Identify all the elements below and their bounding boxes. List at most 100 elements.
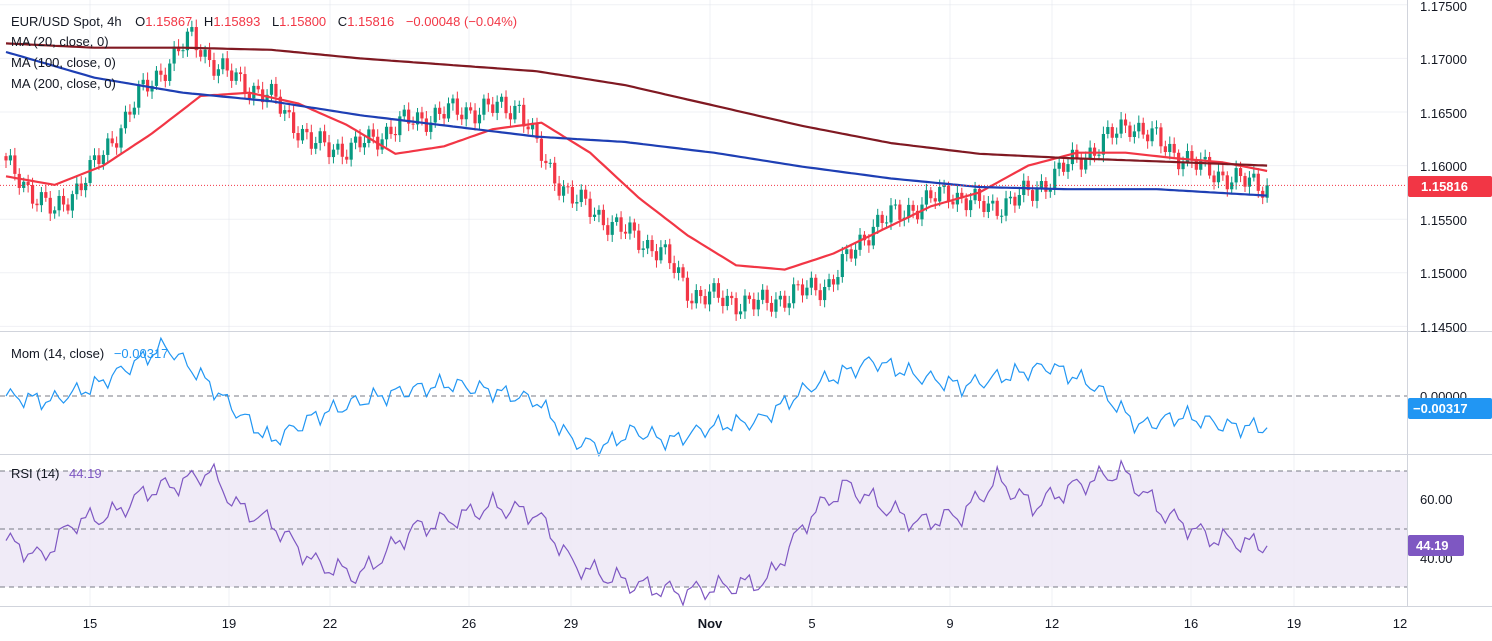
candle-body <box>30 185 35 204</box>
candle-body <box>991 200 995 204</box>
candle-body <box>323 131 327 143</box>
candle-body <box>17 173 21 188</box>
candle-body <box>858 234 862 250</box>
candle-body <box>13 155 17 174</box>
candle-body <box>407 109 411 124</box>
candle-body <box>1097 154 1101 156</box>
candle-body <box>115 143 119 148</box>
candle-body <box>1190 151 1194 161</box>
high-label: H <box>204 14 213 29</box>
candle-body <box>1039 181 1044 189</box>
candle-body <box>964 198 968 211</box>
candle-body <box>97 155 101 165</box>
low-value: 1.15800 <box>279 14 326 29</box>
candle-body <box>238 72 243 75</box>
candle-body <box>911 204 915 211</box>
candle-body <box>234 72 238 81</box>
candle-body <box>1212 175 1216 183</box>
candle-body <box>907 204 911 218</box>
candle-body <box>274 83 278 97</box>
candle-body <box>632 222 636 231</box>
candle-body <box>1194 160 1198 170</box>
candle-body <box>464 107 468 120</box>
ohlc-header: EUR/USD Spot, 4h O1.15867 H1.15893 L1.15… <box>11 14 517 29</box>
candle-body <box>256 85 260 90</box>
candle-body <box>1123 119 1128 126</box>
rsi-label: RSI (14) 44.19 <box>11 466 102 481</box>
candle-body <box>942 185 946 188</box>
candle-body <box>650 239 654 252</box>
candle-body <box>774 299 778 312</box>
candle-body <box>70 194 74 211</box>
candle-body <box>154 70 159 86</box>
momentum-badge-text: −0.00317 <box>1413 401 1468 416</box>
candle-body <box>783 295 787 308</box>
candle-body <box>57 195 61 211</box>
candle-body <box>92 155 97 161</box>
candle-body <box>707 291 712 305</box>
reference-lines <box>0 395 1407 588</box>
rsi-value: 44.19 <box>69 466 102 481</box>
candle-body <box>384 126 389 140</box>
candle-body <box>597 209 601 215</box>
symbol-title: EUR/USD Spot, 4h <box>11 14 122 29</box>
candle-body <box>380 139 384 150</box>
rsi-tick-60: 60.00 <box>1420 492 1453 507</box>
candle-body <box>504 96 508 114</box>
rsi-line <box>5 459 1268 607</box>
candle-body <box>1146 134 1150 142</box>
candle-body <box>225 58 229 71</box>
candle-body <box>1057 162 1061 169</box>
change-value: −0.00048 (−0.04%) <box>406 14 517 29</box>
candle-body <box>681 267 685 278</box>
candle-body <box>831 279 836 285</box>
candle-body <box>854 249 858 259</box>
candle-body <box>845 249 849 255</box>
candle-body <box>1035 188 1039 201</box>
candle-body <box>690 300 694 304</box>
candle-body <box>765 289 769 303</box>
candle-body <box>876 214 880 227</box>
candle-body <box>522 104 526 127</box>
candle-body <box>566 186 570 188</box>
candle-body <box>544 160 548 164</box>
candle-body <box>159 70 163 75</box>
momentum-label: Mom (14, close) −0.00317 <box>11 346 168 361</box>
candle-body <box>393 134 397 136</box>
candle-body <box>150 85 154 92</box>
price-tick: 1.16000 <box>1420 159 1467 174</box>
candle-body <box>1101 133 1105 155</box>
price-tick: 1.15000 <box>1420 266 1467 281</box>
momentum-line <box>5 336 1268 458</box>
legend-ma200[interactable]: MA (200, close, 0) <box>11 76 116 91</box>
legend-ma20[interactable]: MA (20, close, 0) <box>11 34 109 49</box>
candle-body <box>1013 196 1017 206</box>
legend-ma100[interactable]: MA (100, close, 0) <box>11 55 116 70</box>
candle-body <box>1159 127 1163 147</box>
candle-body <box>977 188 982 202</box>
candle-body <box>398 116 402 136</box>
candle-body <box>451 98 455 104</box>
candle-body <box>39 192 43 206</box>
candle-body <box>1044 181 1048 192</box>
candle-body <box>787 303 791 308</box>
candle-body <box>995 200 999 216</box>
candle-body <box>212 60 216 76</box>
candle-body <box>265 94 269 103</box>
candle-body <box>345 156 349 160</box>
candle-body <box>278 96 282 114</box>
candle-body <box>469 107 473 111</box>
ma100-line <box>5 50 1268 197</box>
candle-body <box>924 190 928 205</box>
candle-body <box>557 183 561 196</box>
price-tick: 1.16500 <box>1420 106 1467 121</box>
candle-body <box>8 155 13 161</box>
candle-body <box>1208 156 1212 176</box>
candles[interactable] <box>4 19 1269 321</box>
candle-body <box>500 96 504 102</box>
ma200-line <box>5 42 1268 167</box>
candle-body <box>738 311 743 315</box>
candle-body <box>1004 198 1008 216</box>
